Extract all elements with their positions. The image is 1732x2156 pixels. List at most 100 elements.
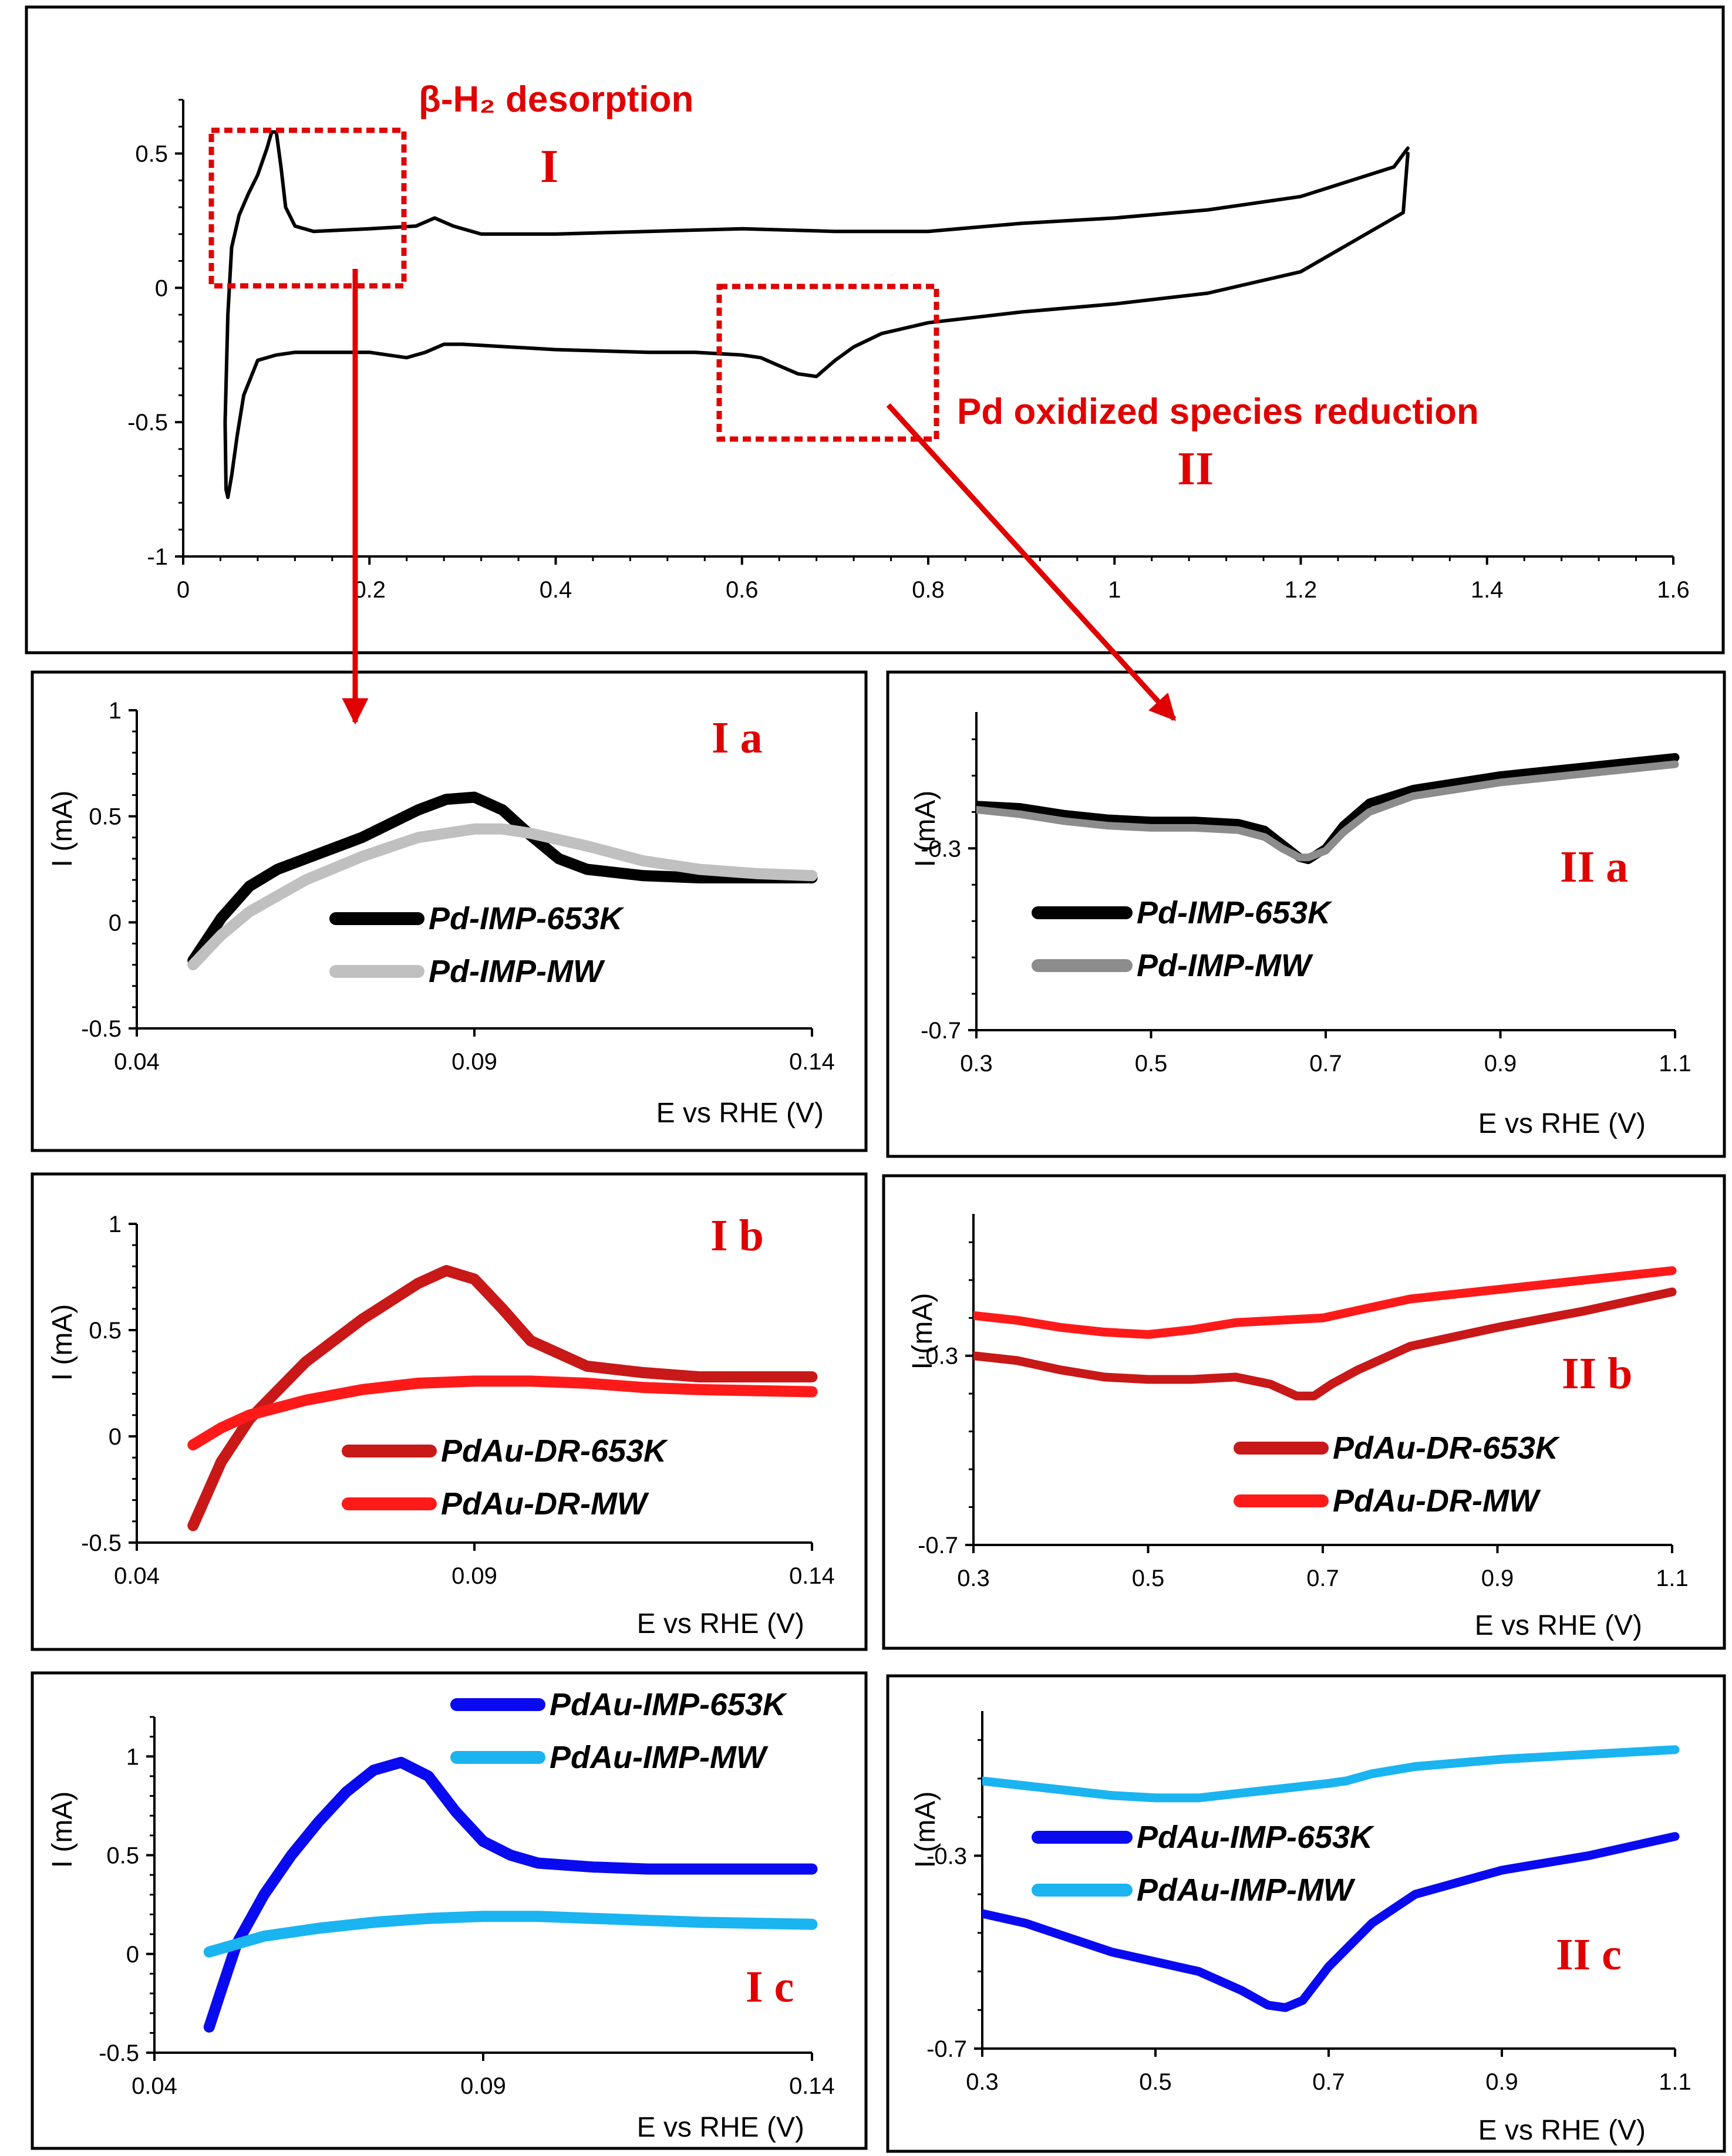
Ic-series-PdAu-IMP-MW bbox=[203, 1911, 818, 1958]
Ic-y-tick-label: -0.5 bbox=[99, 2040, 139, 2066]
IIc-x-axis-label: E vs RHE (V) bbox=[1478, 2115, 1646, 2146]
Ib-x-tick-label: 0.14 bbox=[789, 1563, 835, 1589]
Ia-x-tick-label: 0.09 bbox=[451, 1049, 497, 1075]
Ia-y-tick-label: 0 bbox=[109, 910, 122, 936]
Ic-x-axis-label: E vs RHE (V) bbox=[637, 2112, 804, 2143]
IIa-x-tick-label: 1.1 bbox=[1659, 1051, 1691, 1077]
IIa-x-tick-label: 0.5 bbox=[1135, 1051, 1168, 1077]
IIc-x-tick-label: 0.5 bbox=[1139, 2069, 1172, 2095]
region-I-title: β-H₂ desorption bbox=[419, 79, 693, 120]
panel-Ib-frame bbox=[31, 1172, 868, 1651]
main-y-tick-label: 0.5 bbox=[135, 141, 168, 167]
Ib-x-axis-label: E vs RHE (V) bbox=[637, 1608, 804, 1639]
Ib-series-PdAu-DR-MW bbox=[187, 1375, 818, 1450]
Ia-y-tick-label: 0.5 bbox=[89, 804, 122, 830]
main-y-tick-label: -1 bbox=[147, 544, 168, 570]
chart-IIb: 0.3 0.5 0.7 0.9 1.1 -0.3 -0.7 E vs RHE (V) I (mA… bbox=[907, 1214, 1689, 1641]
panel-IIb-frame bbox=[882, 1174, 1726, 1650]
Ib-legend-label: PdAu-DR-653K bbox=[441, 1433, 669, 1469]
IIb-x-tick-label: 0.3 bbox=[957, 1565, 990, 1591]
Ib-y-tick-label: -0.5 bbox=[81, 1530, 122, 1556]
IIb-x-tick-label: 0.5 bbox=[1132, 1565, 1165, 1591]
IIa-x-axis-label: E vs RHE (V) bbox=[1478, 1108, 1646, 1139]
Ia-x-axis-label: E vs RHE (V) bbox=[656, 1098, 824, 1129]
IIb-y-tick-label: -0.3 bbox=[918, 1344, 958, 1369]
panel-label-Ib: I b bbox=[710, 1211, 764, 1260]
IIc-y-axis-label: I (mA) bbox=[910, 1791, 941, 1868]
IIa-legend-label: Pd-IMP-MW bbox=[1137, 948, 1313, 983]
panel-IIc-frame bbox=[886, 1674, 1726, 2153]
IIc-x-tick-label: 0.9 bbox=[1485, 2069, 1518, 2095]
panel-label-Ia: I a bbox=[712, 713, 763, 762]
IIc-legend-label: PdAu-IMP-653K bbox=[1137, 1820, 1375, 1855]
Ib-y-tick-label: 0.5 bbox=[89, 1318, 122, 1344]
chart-Ib: 0.04 0.09 0.14 -0.5 0 0.5 1 E vs RHE (V) I (mA) P… bbox=[47, 1212, 835, 1639]
Ib-y-tick-label: 1 bbox=[109, 1212, 122, 1237]
main-x-tick-label: 1 bbox=[1108, 577, 1121, 603]
IIa-y-axis-label: I (mA) bbox=[910, 791, 941, 868]
Ib-legend-label: PdAu-DR-MW bbox=[441, 1486, 649, 1521]
Ib-x-tick-label: 0.04 bbox=[114, 1563, 160, 1589]
Ib-y-axis-label: I (mA) bbox=[47, 1304, 78, 1381]
region-II-box bbox=[716, 284, 939, 442]
IIa-x-tick-label: 0.7 bbox=[1309, 1051, 1342, 1077]
Ia-y-axis-label: I (mA) bbox=[47, 791, 78, 868]
IIb-legend-label: PdAu-DR-653K bbox=[1333, 1430, 1561, 1466]
IIb-series-PdAu-DR-653K bbox=[973, 1287, 1677, 1401]
panel-Ia-frame bbox=[31, 670, 868, 1152]
Ia-legend-label: Pd-IMP-MW bbox=[429, 954, 605, 989]
IIc-series-PdAu-IMP-MW bbox=[982, 1745, 1680, 1803]
main-x-tick-label: 0.4 bbox=[540, 577, 572, 603]
IIc-x-tick-label: 0.7 bbox=[1312, 2069, 1345, 2095]
IIc-y-tick-label: -0.3 bbox=[926, 1843, 967, 1869]
main-x-tick-label: 1.6 bbox=[1657, 577, 1690, 603]
IIb-legend-label: PdAu-DR-MW bbox=[1333, 1483, 1541, 1519]
IIb-y-axis-label: I (mA) bbox=[907, 1293, 938, 1370]
region-II-title: Pd oxidized species reduction bbox=[957, 392, 1479, 432]
IIc-y-tick-label: -0.7 bbox=[926, 2036, 967, 2062]
chart-IIa: 0.3 0.5 0.7 0.9 1.1 -0.3 -0.7 E vs RHE (V) I (mA… bbox=[910, 712, 1691, 1139]
main-x-tick-label: 0.8 bbox=[912, 577, 945, 603]
Ic-y-axis-label: I (mA) bbox=[47, 1791, 78, 1868]
IIb-x-axis-label: E vs RHE (V) bbox=[1475, 1610, 1642, 1641]
Ic-series-PdAu-IMP-653K bbox=[203, 1756, 818, 2033]
panel-label-Ic: I c bbox=[746, 1962, 794, 2012]
IIa-x-tick-label: 0.3 bbox=[960, 1051, 993, 1077]
main-x-tick-label: 0 bbox=[177, 577, 190, 603]
Ia-series-Pd-IMP-MW bbox=[187, 823, 818, 971]
Ia-x-tick-label: 0.04 bbox=[114, 1049, 160, 1075]
panel-label-IIc: II c bbox=[1556, 1930, 1622, 1979]
main-y-tick-label: -0.5 bbox=[127, 410, 168, 436]
IIa-y-tick-label: -0.3 bbox=[921, 836, 961, 862]
chart-IIc: 0.3 0.5 0.7 0.9 1.1 -0.3 -0.7 E vs RHE (V) I (mA… bbox=[910, 1711, 1691, 2146]
main-series-CV bbox=[223, 130, 1410, 500]
IIc-x-tick-label: 0.3 bbox=[966, 2069, 999, 2095]
Ib-x-tick-label: 0.09 bbox=[451, 1563, 497, 1589]
Ia-x-tick-label: 0.14 bbox=[789, 1049, 835, 1075]
Ic-y-tick-label: 0 bbox=[126, 1942, 139, 1968]
IIb-y-tick-label: -0.7 bbox=[918, 1533, 958, 1558]
Ic-x-tick-label: 0.14 bbox=[789, 2073, 835, 2099]
chart-Ic: 0.04 0.09 0.14 -0.5 0 0.5 1 E vs RHE (V) I (mA) P… bbox=[47, 1687, 835, 2143]
main-x-tick-label: 0.2 bbox=[353, 577, 386, 603]
Ia-series-Pd-IMP-653K bbox=[187, 791, 818, 966]
IIb-x-tick-label: 1.1 bbox=[1656, 1565, 1689, 1591]
panel-label-IIb: II b bbox=[1562, 1349, 1632, 1398]
zoom-arrow-II bbox=[886, 403, 1177, 721]
main-x-tick-label: 0.6 bbox=[726, 577, 759, 603]
main-y-tick-label: 0 bbox=[155, 275, 168, 301]
IIb-series-PdAu-DR-MW bbox=[973, 1266, 1677, 1339]
Ib-y-tick-label: 0 bbox=[109, 1424, 122, 1450]
Ic-x-tick-label: 0.04 bbox=[132, 2073, 177, 2099]
panel-Ic-frame bbox=[31, 1671, 868, 2150]
IIa-x-tick-label: 0.9 bbox=[1484, 1051, 1517, 1077]
IIc-series-PdAu-IMP-653K bbox=[982, 1832, 1680, 2012]
region-I-box bbox=[208, 127, 407, 289]
Ic-x-tick-label: 0.09 bbox=[460, 2073, 506, 2099]
IIb-x-tick-label: 0.9 bbox=[1481, 1565, 1514, 1591]
Ia-y-tick-label: 1 bbox=[109, 698, 122, 724]
main-panel-frame bbox=[25, 5, 1725, 654]
Ic-y-tick-label: 0.5 bbox=[106, 1843, 139, 1869]
panel-IIa-frame bbox=[886, 670, 1726, 1158]
